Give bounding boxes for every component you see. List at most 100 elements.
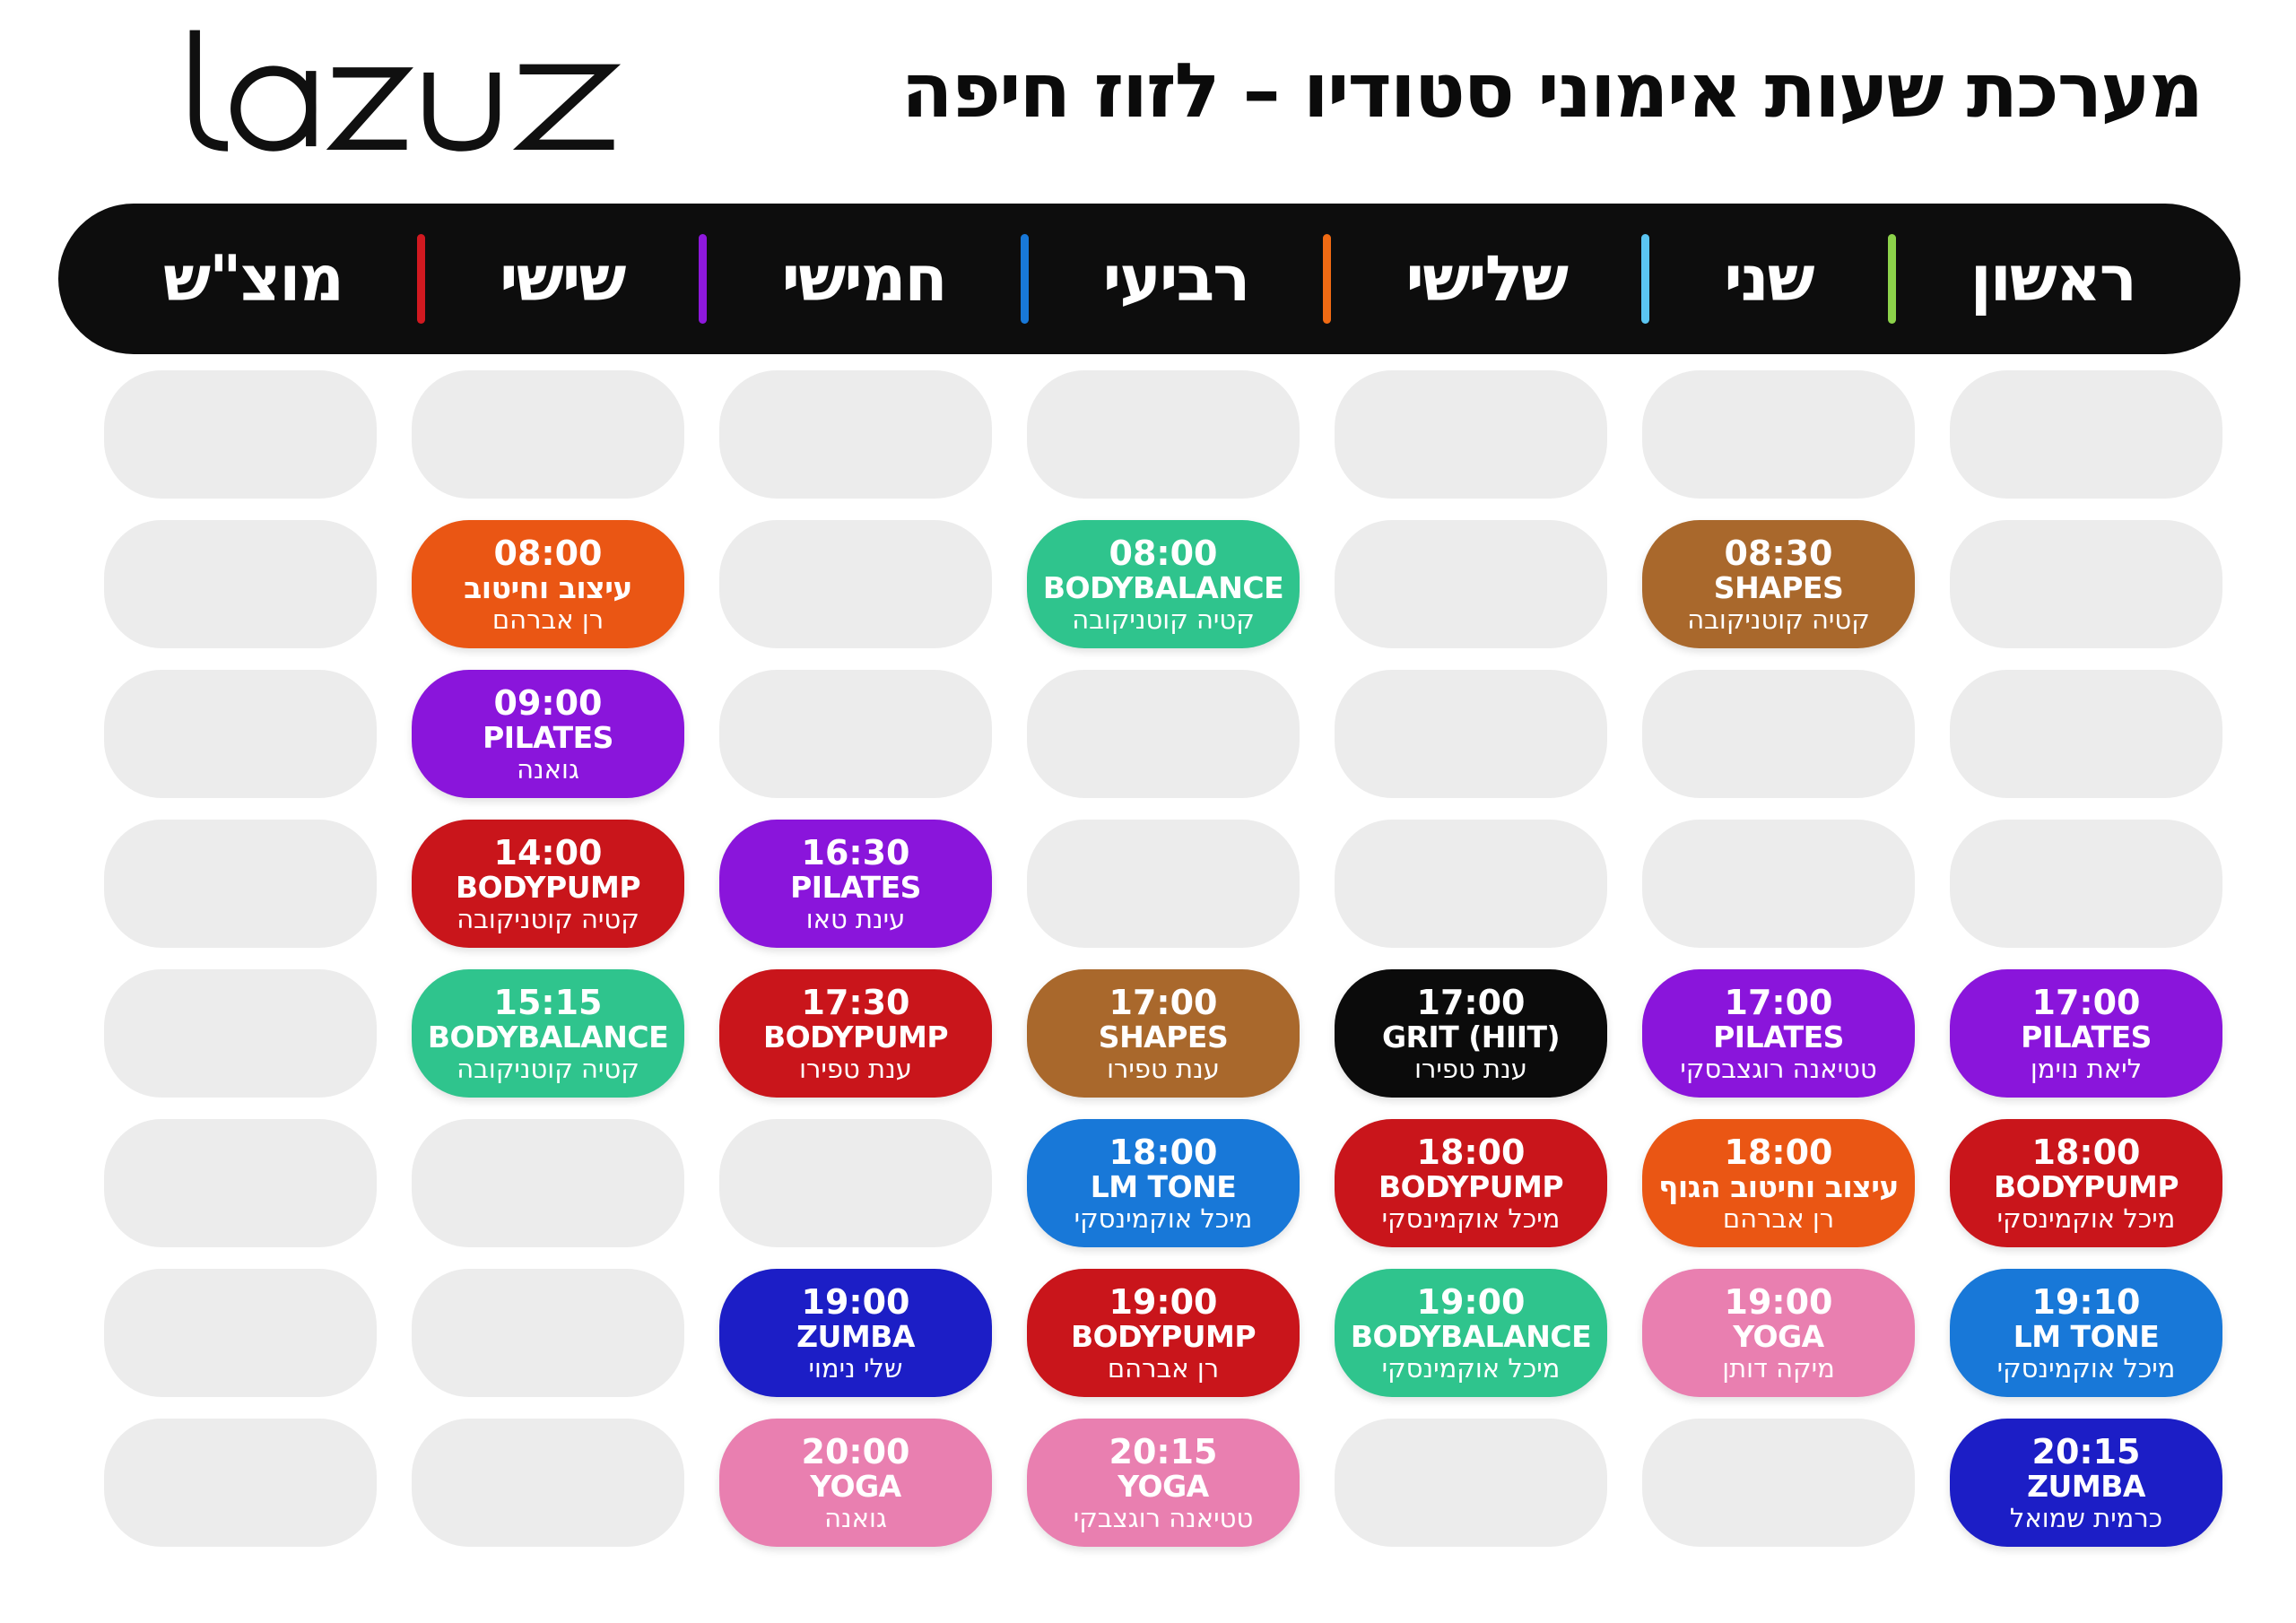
- class-time: 18:00: [1416, 1132, 1526, 1172]
- class-time: 08:00: [1109, 533, 1218, 573]
- class-time: 17:30: [801, 982, 910, 1022]
- class-instructor: טטיאנה רוגצבקי: [1073, 1503, 1254, 1534]
- class-pill[interactable]: 09:00 PILATES גואנה: [412, 670, 684, 798]
- class-pill[interactable]: 08:00 BODYBALANCE קטיה קוטניקובה: [1027, 520, 1300, 648]
- class-name: PILATES: [483, 720, 613, 756]
- class-pill[interactable]: 18:00 עיצוב וחיטוב הגוף רן אברהם: [1642, 1119, 1915, 1247]
- class-instructor: רן אברהם: [491, 604, 604, 636]
- class-time: 19:00: [1416, 1281, 1526, 1322]
- day-divider: [417, 234, 425, 324]
- empty-slot: [719, 520, 992, 648]
- day-divider: [699, 234, 708, 324]
- class-time: 19:00: [1724, 1281, 1833, 1322]
- empty-slot: [719, 670, 992, 798]
- day-label: רביעי: [1102, 242, 1251, 316]
- class-name: PILATES: [2021, 1020, 2152, 1055]
- empty-slot: [1950, 370, 2222, 499]
- class-name: BODYPUMP: [1993, 1169, 2179, 1205]
- empty-slot: [104, 670, 377, 798]
- class-pill[interactable]: 16:30 PILATES עינת טאו: [719, 820, 992, 948]
- empty-slot: [1950, 820, 2222, 948]
- class-pill[interactable]: 08:30 SHAPES קטיה קוטניקובה: [1642, 520, 1915, 648]
- day-label: שלישי: [1405, 242, 1569, 316]
- empty-slot: [1642, 1419, 1915, 1547]
- class-time: 20:15: [2031, 1431, 2141, 1471]
- class-name: BODYBALANCE: [427, 1020, 669, 1055]
- class-pill[interactable]: 20:00 YOGA גואנה: [719, 1419, 992, 1547]
- class-pill[interactable]: 18:00 LM TONE מיכל אוקמינסקי: [1027, 1119, 1300, 1247]
- class-time: 20:00: [801, 1431, 910, 1471]
- empty-slot: [1642, 370, 1915, 499]
- class-name: YOGA: [810, 1469, 901, 1505]
- class-pill[interactable]: 19:00 YOGA מיקה דותן: [1642, 1269, 1915, 1397]
- class-instructor: קטיה קוטניקובה: [457, 904, 639, 935]
- class-pill[interactable]: 17:00 SHAPES ענת טפירו: [1027, 969, 1300, 1098]
- class-name: PILATES: [1713, 1020, 1844, 1055]
- empty-slot: [104, 1119, 377, 1247]
- day-label: שישי: [500, 242, 626, 316]
- empty-slot: [719, 370, 992, 499]
- class-time: 17:00: [1724, 982, 1833, 1022]
- class-name: ZUMBA: [796, 1319, 915, 1355]
- class-instructor: מיכל אוקמינסקי: [1996, 1353, 2176, 1384]
- class-pill[interactable]: 14:00 BODYPUMP קטיה קוטניקובה: [412, 820, 684, 948]
- class-name: BODYPUMP: [762, 1020, 949, 1055]
- class-pill[interactable]: 19:00 BODYPUMP רן אברהם: [1027, 1269, 1300, 1397]
- class-time: 20:15: [1109, 1431, 1218, 1471]
- class-pill[interactable]: 20:15 YOGA טטיאנה רוגצבקי: [1027, 1419, 1300, 1547]
- class-instructor: גואנה: [824, 1503, 887, 1534]
- class-pill[interactable]: 17:00 GRIT (HIIT) ענת טפירו: [1335, 969, 1607, 1098]
- lazuz-logo-glyphs: [189, 30, 622, 152]
- day-label: מוצ"ש: [163, 242, 344, 316]
- class-instructor: ענת טפירו: [799, 1054, 912, 1085]
- day-header-bar: ראשון שני שלישי רביעי חמישי שישי מוצ"ש: [58, 204, 2240, 354]
- class-pill[interactable]: 19:10 LM TONE מיכל אוקמינסקי: [1950, 1269, 2222, 1397]
- empty-slot: [1335, 370, 1607, 499]
- class-time: 18:00: [1109, 1132, 1218, 1172]
- class-instructor: רן אברהם: [1107, 1353, 1220, 1384]
- class-instructor: עינת טאו: [805, 904, 906, 935]
- class-time: 18:00: [1724, 1132, 1833, 1172]
- empty-slot: [104, 1419, 377, 1547]
- empty-slot: [104, 969, 377, 1098]
- empty-slot: [412, 1419, 684, 1547]
- empty-slot: [1027, 820, 1300, 948]
- class-instructor: גואנה: [517, 754, 579, 785]
- class-time: 08:30: [1724, 533, 1833, 573]
- empty-slot: [412, 1119, 684, 1247]
- class-name: ZUMBA: [2027, 1469, 2145, 1505]
- class-name: BODYPUMP: [1378, 1169, 1564, 1205]
- class-instructor: קטיה קוטניקובה: [1072, 604, 1255, 636]
- day-label: חמישי: [781, 242, 948, 316]
- day-divider: [1887, 234, 1896, 324]
- empty-slot: [1027, 670, 1300, 798]
- empty-slot: [1335, 670, 1607, 798]
- class-instructor: ענת טפירו: [1414, 1054, 1527, 1085]
- class-name: BODYPUMP: [1070, 1319, 1257, 1355]
- class-instructor: מיכל אוקמינסקי: [1996, 1203, 2176, 1235]
- class-pill[interactable]: 17:30 BODYPUMP ענת טפירו: [719, 969, 992, 1098]
- class-pill[interactable]: 19:00 BODYBALANCE מיכל אוקמינסקי: [1335, 1269, 1607, 1397]
- class-instructor: מיכל אוקמינסקי: [1074, 1203, 1253, 1235]
- class-pill[interactable]: 15:15 BODYBALANCE קטיה קוטניקובה: [412, 969, 684, 1098]
- class-pill[interactable]: 17:00 PILATES ליאת נוימן: [1950, 969, 2222, 1098]
- class-pill[interactable]: 17:00 PILATES טטיאנה רוגצבסקי: [1642, 969, 1915, 1098]
- class-time: 19:00: [1109, 1281, 1218, 1322]
- empty-slot: [412, 1269, 684, 1397]
- class-time: 17:00: [1416, 982, 1526, 1022]
- class-pill[interactable]: 19:00 ZUMBA שלי נימוי: [719, 1269, 992, 1397]
- class-instructor: רן אברהם: [1722, 1203, 1835, 1235]
- class-instructor: שלי נימוי: [808, 1353, 903, 1384]
- day-divider: [1020, 234, 1029, 324]
- class-pill[interactable]: 20:15 ZUMBA כרמית שמואל: [1950, 1419, 2222, 1547]
- class-time: 16:30: [801, 832, 910, 872]
- day-divider: [1641, 234, 1650, 324]
- empty-slot: [1950, 670, 2222, 798]
- class-pill[interactable]: 18:00 BODYPUMP מיכל אוקמינסקי: [1335, 1119, 1607, 1247]
- class-instructor: טטיאנה רוגצבסקי: [1680, 1054, 1877, 1085]
- day-label: שני: [1724, 242, 1814, 316]
- empty-slot: [104, 820, 377, 948]
- class-pill[interactable]: 08:00 עיצוב וחיטוב רן אברהם: [412, 520, 684, 648]
- class-pill[interactable]: 18:00 BODYPUMP מיכל אוקמינסקי: [1950, 1119, 2222, 1247]
- class-name: PILATES: [790, 870, 921, 906]
